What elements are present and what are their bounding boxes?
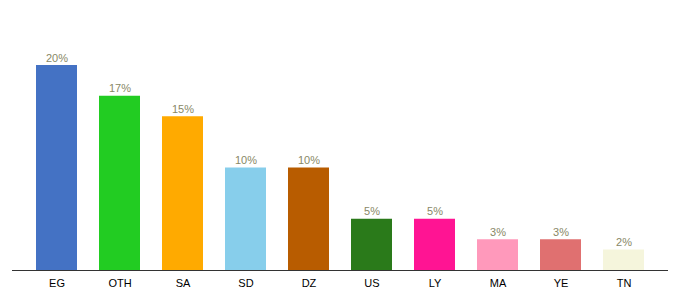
svg-text:EG: EG — [49, 277, 65, 289]
svg-text:US: US — [364, 277, 379, 289]
svg-text:5%: 5% — [427, 205, 443, 217]
svg-text:3%: 3% — [490, 226, 506, 238]
svg-text:TN: TN — [617, 277, 632, 289]
svg-text:SA: SA — [176, 277, 191, 289]
svg-text:SD: SD — [238, 277, 253, 289]
svg-text:LY: LY — [429, 277, 442, 289]
svg-text:17%: 17% — [109, 82, 131, 94]
svg-text:2%: 2% — [616, 236, 632, 248]
svg-text:OTH: OTH — [108, 277, 131, 289]
svg-text:10%: 10% — [298, 154, 320, 166]
svg-text:5%: 5% — [364, 205, 380, 217]
svg-text:YE: YE — [554, 277, 569, 289]
svg-text:MA: MA — [490, 277, 507, 289]
svg-text:DZ: DZ — [302, 277, 317, 289]
svg-text:15%: 15% — [172, 103, 194, 115]
svg-text:10%: 10% — [235, 154, 257, 166]
svg-text:3%: 3% — [553, 226, 569, 238]
svg-text:20%: 20% — [46, 52, 68, 64]
